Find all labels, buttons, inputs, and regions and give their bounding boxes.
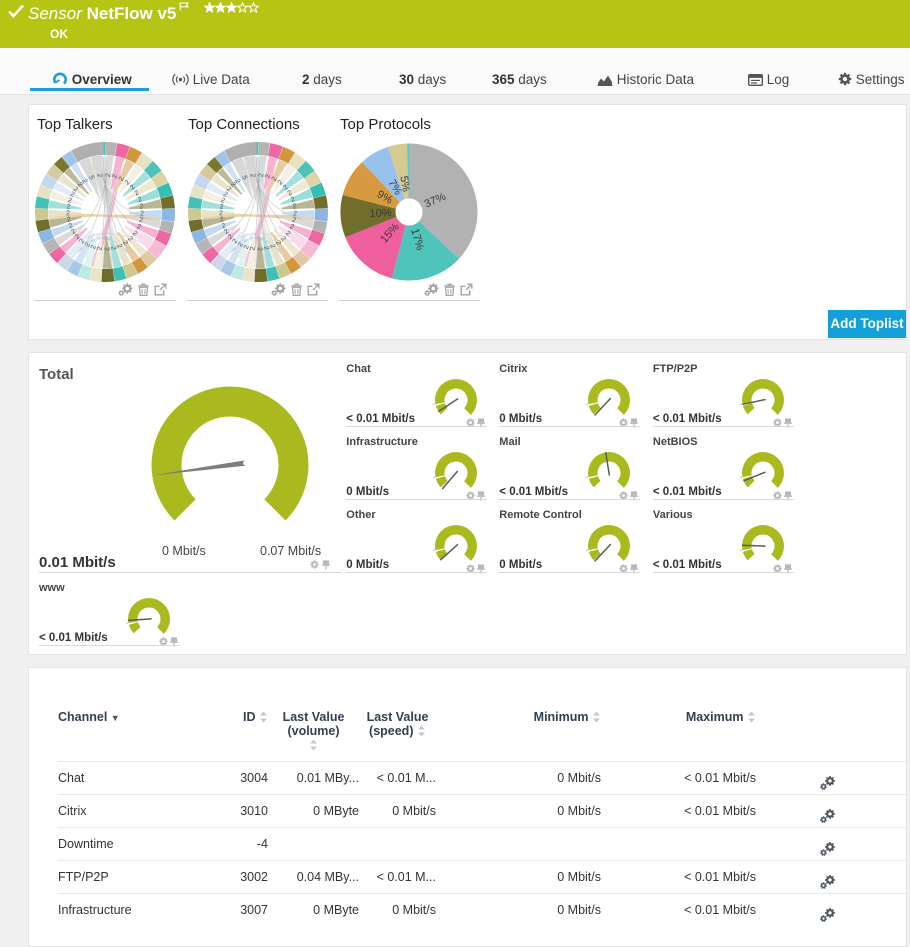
svg-text:10%: 10%	[369, 207, 392, 220]
svg-text:2: 2	[219, 210, 223, 217]
svg-text:2: 2	[66, 210, 70, 217]
svg-text:5%: 5%	[397, 175, 411, 193]
